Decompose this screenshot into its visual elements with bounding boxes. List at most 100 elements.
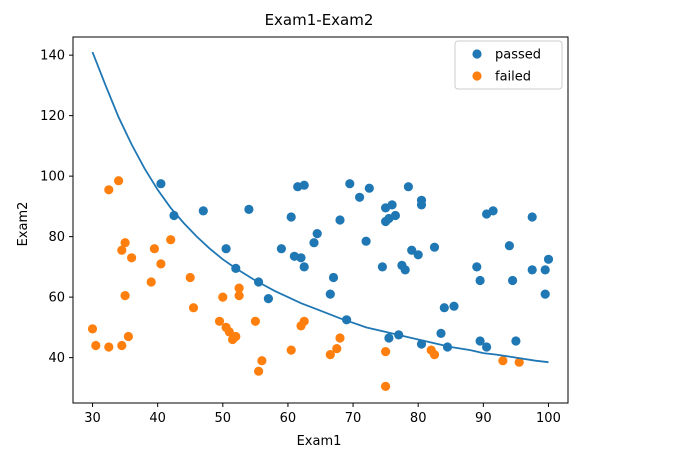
failed-point [332,344,342,354]
x-tick-label: 40 [149,411,166,426]
decision-boundary-line [91,51,549,364]
legend-marker-failed [472,71,482,81]
passed-point [436,328,446,338]
passed-point [312,229,322,239]
failed-point [325,350,335,360]
legend-marker-passed [472,49,482,59]
failed-point [214,316,225,326]
y-tick-label: 60 [48,291,65,306]
passed-point [488,206,498,216]
y-tick-label: 140 [40,49,65,64]
failed-point [123,331,133,342]
passed-point [482,342,492,352]
passed-point [198,206,208,216]
plot-area [87,51,554,391]
failed-point [104,342,114,352]
failed-point [257,356,267,366]
passed-point [403,182,413,192]
passed-point [263,294,273,304]
passed-point [407,245,417,255]
passed-point [276,244,286,254]
failed-point [498,356,508,366]
failed-point [166,235,176,245]
passed-point [377,262,387,272]
failed-point [117,245,127,255]
failed-point [231,331,241,342]
passed-point [390,210,400,221]
passed-point [400,265,410,275]
failed-point [188,303,199,313]
failed-point [234,291,244,301]
passed-point [527,265,537,275]
failed-point [185,272,195,283]
passed-point [296,253,306,263]
x-tick-label: 70 [345,411,362,426]
passed-point [439,303,449,313]
failed-point [381,347,391,357]
passed-point [335,215,345,225]
passed-point [449,301,459,311]
failed-point [149,244,159,254]
x-tick-label: 80 [410,411,427,426]
passed-point [309,238,319,248]
passed-point [475,336,485,346]
passed-point [364,183,374,193]
failed-point [254,366,264,376]
x-tick-label: 100 [536,411,561,426]
x-tick-label: 30 [84,411,101,426]
passed-point [299,262,309,272]
passed-point [472,262,482,272]
x-tick-label: 60 [280,411,297,426]
legend: passed failed [454,40,563,90]
x-tick-label: 50 [215,411,232,426]
failed-point [146,277,156,287]
failed-point [234,283,244,293]
passed-point [325,289,335,299]
failed-point [514,357,524,367]
passed-point [345,179,355,189]
y-tick-label: 120 [40,109,65,124]
passed-point [299,180,309,190]
y-axis-label: Exam2 [16,202,31,247]
passed-point [543,254,554,264]
failed-point [299,316,309,326]
passed-point [221,244,231,254]
y-tick-label: 80 [48,230,65,245]
legend-label-passed: passed [495,48,541,63]
x-axis-label: Exam1 [297,434,342,449]
x-tick-label: 90 [475,411,492,426]
failed-point [156,259,166,269]
failed-point [114,176,124,186]
failed-point [120,291,130,301]
passed-point [416,200,427,210]
passed-point [355,192,365,202]
failed-point [91,340,101,351]
passed-point [387,200,397,210]
failed-point [381,381,391,391]
passed-point [413,250,423,260]
passed-point [504,241,514,251]
passed-point [540,289,550,299]
passed-point [286,212,296,222]
legend-box [454,40,563,90]
failed-point [104,185,114,195]
passed-point [527,212,537,222]
chart-title: Exam1-Exam2 [265,11,374,29]
passed-point [507,275,518,286]
failed-point [286,345,296,355]
failed-point [127,253,137,263]
passed-point [361,236,371,246]
failed-point [429,350,440,360]
plot-frame [72,36,569,404]
passed-point [429,242,440,252]
failed-point [224,327,234,337]
failed-point [218,292,228,302]
failed-point [120,238,130,248]
failed-point [117,340,127,351]
passed-point [156,179,166,189]
failed-point [335,333,345,343]
passed-point [328,272,339,283]
passed-point [511,336,521,346]
